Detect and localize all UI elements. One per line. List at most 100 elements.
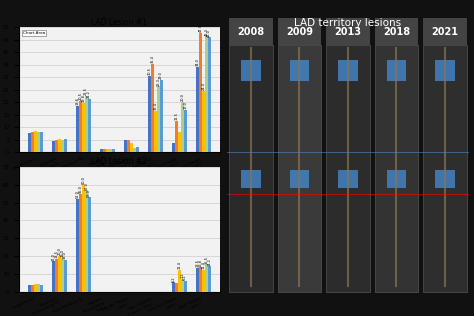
Bar bbox=[154, 111, 157, 152]
Text: 19.0: 19.0 bbox=[60, 249, 64, 257]
Title: LAD Lesion #1: LAD Lesion #1 bbox=[91, 17, 147, 27]
FancyBboxPatch shape bbox=[387, 170, 406, 188]
Text: 55.0: 55.0 bbox=[79, 185, 82, 193]
Text: 52.0: 52.0 bbox=[75, 191, 80, 198]
FancyBboxPatch shape bbox=[338, 170, 358, 188]
Text: 17.0: 17.0 bbox=[52, 253, 55, 261]
FancyBboxPatch shape bbox=[326, 18, 370, 45]
Text: 19.8: 19.8 bbox=[82, 94, 85, 102]
Bar bbox=[199, 33, 202, 152]
Bar bbox=[40, 131, 43, 152]
FancyBboxPatch shape bbox=[435, 170, 455, 188]
Text: 46.0: 46.0 bbox=[207, 29, 211, 37]
Text: 13.5: 13.5 bbox=[196, 259, 200, 267]
Text: 13.8: 13.8 bbox=[199, 259, 202, 266]
Bar bbox=[205, 37, 208, 152]
Bar bbox=[175, 121, 178, 152]
Bar bbox=[88, 99, 91, 152]
Bar bbox=[31, 284, 34, 292]
Bar bbox=[106, 149, 109, 152]
Text: 20.0: 20.0 bbox=[180, 94, 184, 101]
Bar bbox=[61, 140, 64, 152]
FancyBboxPatch shape bbox=[241, 60, 261, 81]
Bar bbox=[184, 110, 187, 152]
Bar bbox=[136, 147, 138, 152]
Text: 2021: 2021 bbox=[431, 27, 458, 37]
FancyBboxPatch shape bbox=[290, 60, 309, 81]
Bar bbox=[52, 261, 55, 292]
FancyBboxPatch shape bbox=[290, 170, 309, 188]
Bar bbox=[28, 285, 31, 292]
FancyBboxPatch shape bbox=[229, 45, 273, 292]
Bar bbox=[31, 132, 34, 152]
Bar bbox=[202, 270, 205, 292]
Bar bbox=[64, 259, 66, 292]
Bar bbox=[196, 268, 199, 292]
Text: 2008: 2008 bbox=[237, 27, 264, 37]
Text: 14.2: 14.2 bbox=[207, 258, 211, 266]
Bar bbox=[157, 87, 160, 152]
FancyBboxPatch shape bbox=[326, 45, 370, 292]
Text: 12.4: 12.4 bbox=[201, 261, 206, 269]
Bar bbox=[160, 80, 163, 152]
Bar bbox=[199, 267, 202, 292]
Bar bbox=[172, 283, 175, 292]
Bar bbox=[76, 106, 79, 152]
Text: 12.4: 12.4 bbox=[177, 261, 182, 269]
Bar bbox=[58, 256, 61, 292]
Bar bbox=[34, 131, 37, 152]
Bar bbox=[133, 148, 136, 152]
Bar bbox=[208, 37, 211, 152]
Bar bbox=[88, 197, 91, 292]
Bar bbox=[124, 140, 127, 152]
Text: 34.0: 34.0 bbox=[196, 58, 200, 66]
Text: 22.5: 22.5 bbox=[84, 87, 88, 95]
FancyBboxPatch shape bbox=[374, 18, 419, 45]
Text: 12.5: 12.5 bbox=[174, 112, 179, 120]
Bar bbox=[103, 149, 106, 152]
Text: Chart Area: Chart Area bbox=[23, 31, 45, 35]
Bar bbox=[85, 96, 88, 152]
Title: LAD Lesion #2: LAD Lesion #2 bbox=[91, 157, 147, 166]
Bar bbox=[82, 185, 85, 292]
Text: 6.2: 6.2 bbox=[183, 275, 187, 280]
Text: 17.0: 17.0 bbox=[183, 101, 187, 109]
Bar bbox=[178, 270, 181, 292]
Text: 57.0: 57.0 bbox=[84, 182, 88, 190]
Bar bbox=[37, 132, 40, 152]
Bar bbox=[34, 284, 37, 292]
Bar bbox=[64, 139, 66, 152]
Bar bbox=[151, 64, 154, 152]
Bar bbox=[181, 102, 184, 152]
Text: 35.4: 35.4 bbox=[151, 55, 155, 63]
Bar bbox=[79, 194, 82, 292]
Bar bbox=[28, 133, 31, 152]
Bar bbox=[55, 140, 58, 152]
Text: 2013: 2013 bbox=[335, 27, 362, 37]
Text: 30.5: 30.5 bbox=[148, 67, 152, 75]
FancyBboxPatch shape bbox=[423, 18, 467, 45]
FancyBboxPatch shape bbox=[241, 170, 261, 188]
Bar bbox=[40, 284, 43, 292]
FancyBboxPatch shape bbox=[374, 45, 419, 292]
Text: LAD territory lesions: LAD territory lesions bbox=[294, 18, 401, 28]
Text: 7.2: 7.2 bbox=[180, 273, 184, 278]
FancyBboxPatch shape bbox=[423, 45, 467, 292]
Text: 26.3: 26.3 bbox=[156, 78, 160, 86]
Text: 53.0: 53.0 bbox=[87, 189, 91, 197]
Text: 47.9: 47.9 bbox=[199, 24, 202, 32]
Bar bbox=[184, 281, 187, 292]
Text: 16.4: 16.4 bbox=[154, 102, 157, 110]
Text: 2009: 2009 bbox=[286, 27, 313, 37]
Bar bbox=[37, 284, 40, 292]
Bar bbox=[85, 190, 88, 292]
Bar bbox=[112, 149, 115, 152]
Bar bbox=[100, 149, 103, 152]
FancyBboxPatch shape bbox=[387, 60, 406, 81]
Bar bbox=[208, 266, 211, 292]
Text: 18.6: 18.6 bbox=[75, 97, 80, 105]
Bar bbox=[79, 101, 82, 152]
FancyBboxPatch shape bbox=[229, 18, 273, 45]
Bar bbox=[127, 140, 130, 152]
Bar bbox=[148, 76, 151, 152]
